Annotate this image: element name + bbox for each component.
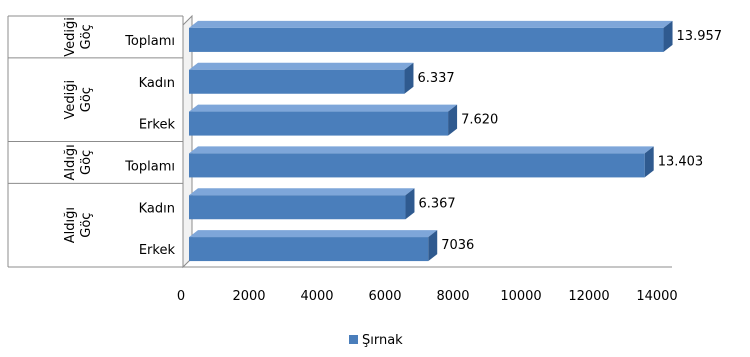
bar — [189, 27, 664, 52]
group-label-line2: Göç — [79, 87, 94, 112]
group-label-line1: Aldığı — [63, 144, 78, 180]
bar-top-face — [189, 104, 458, 112]
legend-label: Şırnak — [362, 333, 403, 348]
bar-side-face — [644, 146, 654, 178]
bar-side-face — [404, 62, 414, 94]
bar — [189, 237, 429, 262]
bar — [189, 195, 406, 220]
group-label-line2: Göç — [79, 24, 94, 49]
data-label: 7036 — [441, 238, 474, 253]
x-tick-label: 12000 — [568, 289, 609, 304]
bar-side-face — [448, 104, 458, 136]
legend-swatch — [349, 335, 358, 344]
data-label: 6.337 — [417, 71, 454, 86]
bar-side-face — [428, 230, 438, 262]
x-tick-label: 6000 — [368, 289, 401, 304]
category-label: Kadın — [139, 76, 175, 91]
group-label-line1: Vediği — [63, 17, 78, 57]
data-label: 7.620 — [461, 113, 498, 128]
group-label-line2: Göç — [79, 213, 94, 238]
plot-side-wall — [182, 14, 193, 269]
x-tick-label: 4000 — [300, 289, 333, 304]
category-label: Toplamı — [124, 34, 175, 49]
category-label: Kadın — [139, 201, 175, 216]
bar-top-face — [189, 62, 414, 70]
bar-side-face — [405, 188, 415, 220]
data-label: 13.957 — [677, 29, 723, 44]
x-tick-label: 2000 — [232, 289, 265, 304]
bar — [189, 153, 645, 178]
bar — [189, 69, 405, 94]
category-label: Toplamı — [124, 159, 175, 174]
x-tick-label: 0 — [177, 289, 185, 304]
group-label-line1: Vediği — [63, 80, 78, 120]
category-label: Erkek — [139, 118, 176, 133]
group-label-line1: Aldığı — [63, 207, 78, 243]
bar — [189, 111, 449, 136]
bar-top-face — [189, 20, 673, 28]
data-label: 13.403 — [658, 154, 704, 169]
category-label: Erkek — [139, 243, 176, 258]
x-tick-label: 8000 — [436, 289, 469, 304]
group-label-line2: Göç — [79, 150, 94, 175]
x-tick-label: 14000 — [636, 289, 677, 304]
data-label: 6.367 — [418, 196, 455, 211]
bar-side-face — [663, 20, 673, 52]
bar-top-face — [189, 146, 654, 154]
x-tick-label: 10000 — [500, 289, 541, 304]
bar-top-face — [189, 230, 438, 238]
bar-top-face — [189, 188, 415, 196]
